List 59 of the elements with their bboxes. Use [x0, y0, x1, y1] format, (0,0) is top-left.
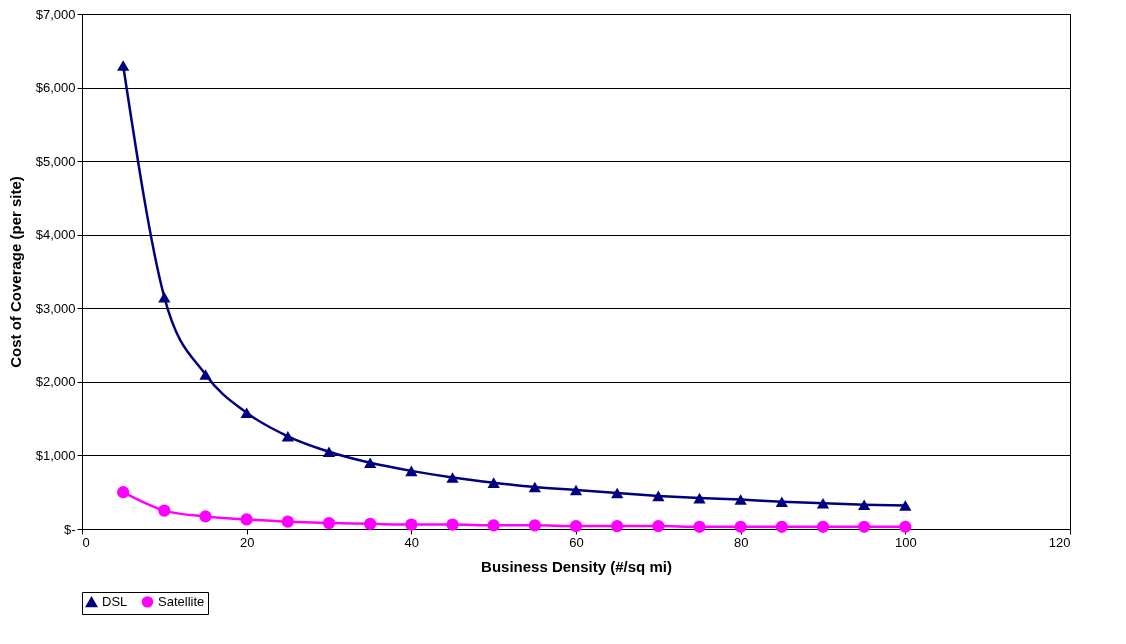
- y-tick-label: $6,000: [35, 80, 76, 96]
- point: [528, 519, 541, 532]
- point: [652, 490, 665, 502]
- y-tick-label: $7,000: [35, 6, 76, 22]
- y-axis-title: Cost of Coverage (per site): [6, 176, 24, 368]
- point: [858, 499, 871, 511]
- legend-label: DSL: [102, 594, 128, 610]
- point: [693, 492, 706, 504]
- point: [528, 481, 541, 493]
- point: [569, 484, 583, 496]
- point: [364, 517, 377, 530]
- x-tick-label: 40: [404, 534, 420, 550]
- point: [693, 520, 706, 533]
- point: [446, 518, 459, 531]
- point: [858, 520, 871, 533]
- point: [734, 520, 747, 533]
- point: [775, 496, 788, 508]
- point: [281, 431, 294, 442]
- x-tick-label: 60: [569, 534, 584, 550]
- x-tick-label: 120: [1048, 534, 1071, 550]
- point: [199, 369, 212, 380]
- y-tick-label: $2,000: [35, 374, 76, 390]
- point: [611, 487, 624, 499]
- point: [240, 407, 253, 419]
- legend-label: Satellite: [158, 593, 205, 609]
- point: [446, 472, 459, 483]
- point: [240, 513, 253, 526]
- y-tick-label: $5,000: [35, 153, 76, 169]
- x-axis-title: Business Density (#/sq mi): [481, 557, 672, 575]
- point: [611, 519, 624, 533]
- y-tick-label: $-: [63, 521, 76, 537]
- point: [364, 457, 377, 469]
- point: [405, 518, 418, 531]
- x-tick-label: 0: [82, 534, 90, 550]
- point: [652, 519, 665, 533]
- point: [775, 520, 788, 533]
- point: [117, 60, 130, 71]
- point: [816, 520, 830, 533]
- point: [816, 497, 830, 509]
- y-tick-label: $3,000: [35, 300, 76, 316]
- x-tick-label: 20: [239, 534, 255, 550]
- point: [899, 520, 912, 533]
- point: [281, 515, 294, 528]
- y-tick-label: $4,000: [35, 227, 76, 243]
- point: [405, 465, 418, 477]
- point: [117, 486, 130, 499]
- point: [569, 519, 583, 533]
- point: [322, 446, 336, 458]
- point: [199, 510, 212, 523]
- point: [487, 477, 500, 488]
- point: [734, 494, 747, 505]
- point: [158, 291, 171, 303]
- point: [487, 519, 500, 532]
- point: [322, 517, 336, 530]
- x-tick-label: 80: [733, 534, 749, 550]
- x-tick-label: 100: [894, 534, 917, 550]
- point: [158, 504, 171, 517]
- point: [899, 500, 912, 511]
- y-tick-label: $1,000: [35, 447, 76, 463]
